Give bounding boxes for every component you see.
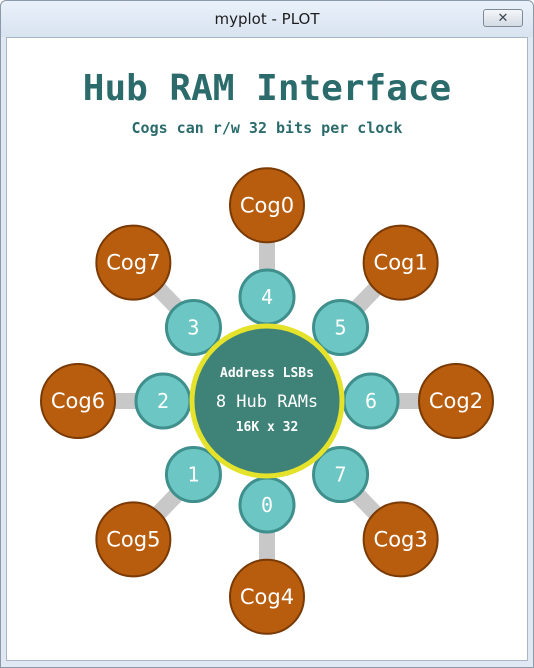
diagram-subtitle: Cogs can r/w 32 bits per clock (132, 119, 403, 137)
cog-circle (95, 224, 172, 301)
cog-node-cog0: Cog0 (229, 167, 305, 244)
hub-circle (189, 323, 345, 479)
cog-node-cog3: Cog3 (362, 501, 439, 578)
cog-label: Cog7 (106, 251, 160, 275)
port-node-4: 4 (238, 268, 296, 326)
port-label: 4 (261, 285, 273, 309)
port-circle (312, 446, 370, 504)
cog-node-cog5: Cog5 (95, 501, 172, 578)
window-title: myplot - PLOT (214, 10, 320, 28)
close-icon: ✕ (497, 10, 509, 26)
port-circle (312, 298, 370, 356)
port-node-6: 6 (342, 372, 400, 430)
hub-line-1: Address LSBs (220, 366, 314, 381)
port-label: 5 (335, 315, 347, 339)
cog-node-cog1: Cog1 (362, 224, 439, 301)
cog-circle (95, 501, 172, 578)
hub-line-2: 8 Hub RAMs (216, 392, 318, 412)
port-label: 7 (335, 463, 347, 487)
cog-label: Cog0 (240, 193, 294, 217)
port-label: 2 (157, 389, 169, 413)
cog-circle (418, 363, 494, 439)
cog-label: Cog6 (51, 389, 105, 413)
hub-line-3: 16K x 32 (236, 420, 299, 435)
port-node-2: 2 (134, 372, 192, 430)
cog-circle (229, 167, 305, 244)
cog-label: Cog2 (429, 389, 483, 413)
port-node-1: 1 (164, 446, 222, 504)
hub-ram-diagram: Hub RAM Interface Cogs can r/w 32 bits p… (40, 68, 494, 635)
title-bar[interactable]: myplot - PLOT ✕ (1, 1, 533, 37)
cog-node-cog6: Cog6 (40, 363, 116, 439)
cog-circle (362, 224, 439, 301)
cog-label: Cog5 (106, 527, 160, 551)
cog-label: Cog4 (240, 585, 294, 609)
port-node-3: 3 (164, 298, 222, 356)
cog-label: Cog3 (374, 527, 428, 551)
port-node-0: 0 (238, 476, 296, 534)
cog-node-cog4: Cog4 (229, 558, 305, 635)
port-circle (164, 446, 222, 504)
port-label: 6 (365, 389, 377, 413)
cog-node-cog2: Cog2 (418, 363, 494, 439)
cog-circle (362, 501, 439, 578)
port-node-7: 7 (312, 446, 370, 504)
port-label: 3 (187, 315, 199, 339)
diagram-title: Hub RAM Interface (83, 68, 451, 109)
port-circle (164, 298, 222, 356)
cog-circle (229, 558, 305, 635)
port-label: 0 (261, 493, 273, 517)
close-button[interactable]: ✕ (483, 9, 523, 27)
plot-canvas: Hub RAM Interface Cogs can r/w 32 bits p… (6, 37, 528, 661)
port-node-5: 5 (312, 298, 370, 356)
cog-label: Cog1 (374, 251, 428, 275)
cog-node-cog7: Cog7 (95, 224, 172, 301)
port-label: 1 (187, 463, 199, 487)
cog-circle (40, 363, 116, 439)
